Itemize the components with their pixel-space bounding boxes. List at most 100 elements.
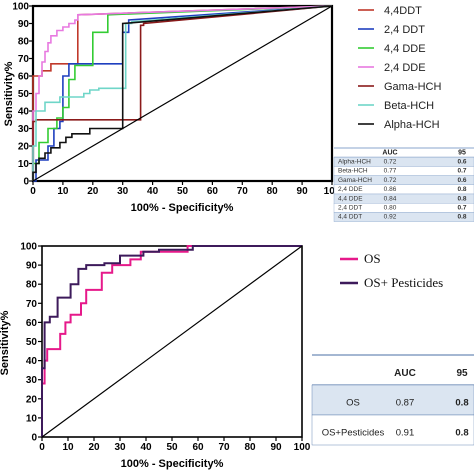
table-header-cell: 95 [456, 368, 468, 379]
legend-label: Gama-HCH [384, 81, 442, 93]
table-cell: 0.6 [457, 177, 466, 184]
x-axis-label: 100% - Specificity% [121, 458, 224, 470]
y-tick-label: 50 [18, 89, 30, 100]
y-tick-label: 20 [26, 394, 38, 405]
table-header-cell: AUC [394, 368, 416, 379]
y-tick-label: 50 [26, 337, 38, 348]
x-tick-label: 30 [117, 186, 129, 197]
table-cell: 0.8 [457, 214, 466, 221]
y-tick-label: 70 [26, 299, 38, 310]
table-cell: 0.80 [384, 204, 397, 211]
table-cell: 0.77 [384, 168, 397, 175]
series-line-alpha-hch [32, 5, 333, 181]
table-cell: 2,4 DDT [338, 204, 362, 211]
y-tick-label: 90 [26, 261, 38, 272]
x-tick-label: 50 [177, 186, 189, 197]
x-tick-label: 10 [57, 186, 69, 197]
series-line-2-4-dde [32, 5, 333, 181]
x-tick-label: 0 [30, 186, 36, 197]
x-tick-label: 40 [147, 186, 159, 197]
table-row [311, 414, 474, 446]
x-tick-label: 20 [87, 186, 99, 197]
legend: OS OS+ Pesticides [340, 251, 443, 290]
table-cell: 0.7 [457, 204, 466, 211]
y-tick-label: 90 [18, 19, 30, 30]
table-cell: 0.92 [384, 214, 397, 221]
y-tick-label: 60 [26, 318, 38, 329]
legend-label: 4,4 DDE [384, 43, 426, 55]
x-tick-label: 70 [218, 442, 230, 453]
reference-diagonal [41, 245, 303, 438]
series-line-4-4-dde [32, 5, 333, 181]
x-tick-label: 20 [88, 442, 100, 453]
table-cell: 0.86 [384, 186, 397, 193]
roc-chart-2: 0 10 20 30 40 50 60 70 80 90 100 0 10 20 30 40 50 60 70 80 9… [0, 242, 474, 470]
reference-diagonal [32, 5, 333, 182]
table-header-cell: 95 [458, 149, 466, 156]
y-tick-label: 80 [26, 280, 38, 291]
series-line-2-4-ddt [33, 5, 333, 182]
table-cell: 0.87 [396, 397, 415, 408]
table-cell: 4,4 DDT [338, 214, 362, 221]
y-tick-label: 100 [12, 2, 29, 13]
x-tick-label: 50 [166, 442, 178, 453]
x-tick-label: 70 [237, 186, 249, 197]
x-tick-label: 100 [294, 442, 311, 453]
y-tick-label: 40 [26, 356, 38, 367]
table-cell: 0.8 [455, 427, 468, 438]
x-tick-label: 80 [244, 442, 256, 453]
roc-chart-1: 0 10 20 30 40 50 60 70 80 90 100 0 10 20 30 40 50 60 70 80 9… [3, 2, 474, 222]
y-axis-label: Sensitivity% [0, 310, 11, 375]
y-tick-label: 70 [18, 54, 30, 65]
table-cell: 4,4 DDE [338, 195, 363, 202]
table-cell: OS+Pesticides [322, 427, 385, 438]
series-line-gama-hch [32, 5, 333, 181]
legend-label: OS [364, 251, 381, 266]
table-cell: Alpha-HCH [338, 158, 371, 165]
legend-label: 2,4 DDE [384, 62, 426, 74]
x-axis-label: 100% - Specificity% [131, 202, 234, 214]
y-tick-label: 10 [18, 159, 30, 170]
y-tick-label: 0 [23, 177, 29, 188]
table-cell: 0.8 [455, 397, 468, 408]
y-tick-label: 20 [18, 142, 30, 153]
x-tick-label: 80 [267, 186, 279, 197]
auc-table: AUC 95 Alpha-HCH 0.72 0.6 Beta-HCH 0.77 0.7 Gama… [333, 147, 474, 222]
x-tick-label: 90 [297, 186, 309, 197]
y-tick-label: 0 [31, 433, 37, 444]
auc-table: AUC 95 OS 0.87 0.8 OS+Pesticides 0.91 0.8 [311, 354, 474, 446]
series-line-4-4ddt [32, 5, 333, 181]
y-tick-label: 60 [18, 72, 30, 83]
table-cell: 0.8 [457, 195, 466, 202]
x-tick-label: 30 [114, 442, 126, 453]
table-cell: 0.72 [384, 158, 397, 165]
table-cell: 2,4 DDE [338, 186, 363, 193]
x-tick-label: 60 [207, 186, 219, 197]
x-tick-label: 40 [140, 442, 152, 453]
x-tick-label: 100 [324, 186, 341, 197]
table-cell: 0.72 [384, 177, 397, 184]
table-cell: Gama-HCH [338, 177, 372, 184]
table-cell: 0.8 [457, 186, 466, 193]
table-cell: OS [346, 397, 360, 408]
x-tick-label: 0 [39, 442, 45, 453]
y-axis-label: Sensitivity% [3, 61, 15, 126]
legend-label: 2,4 DDT [384, 24, 425, 36]
x-tick-label: 60 [192, 442, 204, 453]
y-tick-label: 30 [26, 375, 38, 386]
table-row [311, 384, 474, 416]
table-cell: 0.91 [396, 427, 415, 438]
table-cell: Beta-HCH [338, 168, 368, 175]
legend: 4,4DDT 2,4 DDT 4,4 DDE 2,4 DDE Gama-HCH Beta-… [358, 5, 442, 131]
y-tick-label: 30 [18, 124, 30, 135]
table-cell: 0.7 [457, 168, 466, 175]
table-cell: 0.6 [457, 158, 466, 165]
y-tick-label: 80 [18, 37, 30, 48]
y-tick-label: 40 [18, 107, 30, 118]
y-tick-label: 100 [20, 242, 37, 253]
table-row [333, 212, 474, 222]
legend-label: 4,4DDT [384, 5, 422, 17]
y-tick-label: 10 [26, 413, 38, 424]
legend-label: Beta-HCH [384, 100, 434, 112]
